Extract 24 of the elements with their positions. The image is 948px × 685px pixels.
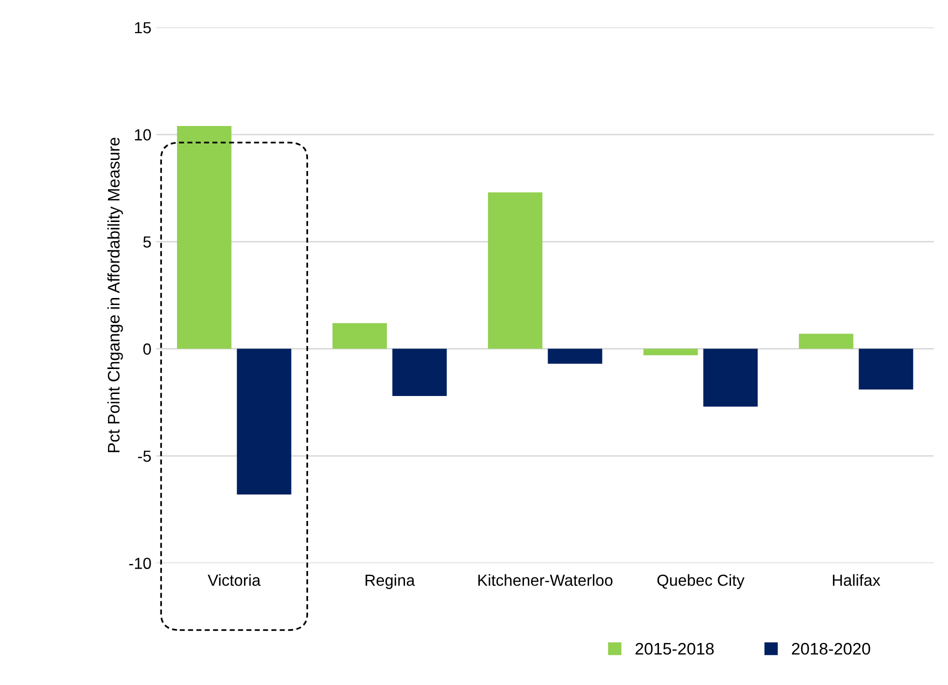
y-tick-label: 10 [135,129,151,140]
bar [392,348,447,396]
bar [177,126,232,349]
legend-label: 2018-2020 [792,642,870,655]
bar [858,348,914,390]
x-tick-label: Victoria [208,574,261,586]
x-tick-label: Kitchener-Waterloo [478,574,612,586]
y-axis-title: Pct Point Chgange in Affordability Measure [107,138,123,452]
y-tick-label: 5 [143,236,151,248]
y-tick-label: -10 [129,558,151,570]
bar [643,348,698,356]
y-tick-label: 15 [135,22,151,34]
legend-label: 2015-2018 [636,642,714,655]
x-tick-label: Regina [366,574,415,590]
bar [236,348,292,495]
bar [798,334,854,349]
bar [548,348,602,364]
y-tick-label: -5 [138,450,151,462]
y-tick-label: 0 [143,343,151,355]
x-tick-label: Quebec City [657,574,744,590]
bar [488,192,542,349]
bar [703,348,758,407]
bar [332,323,387,349]
x-tick-label: Halifax [832,574,880,586]
